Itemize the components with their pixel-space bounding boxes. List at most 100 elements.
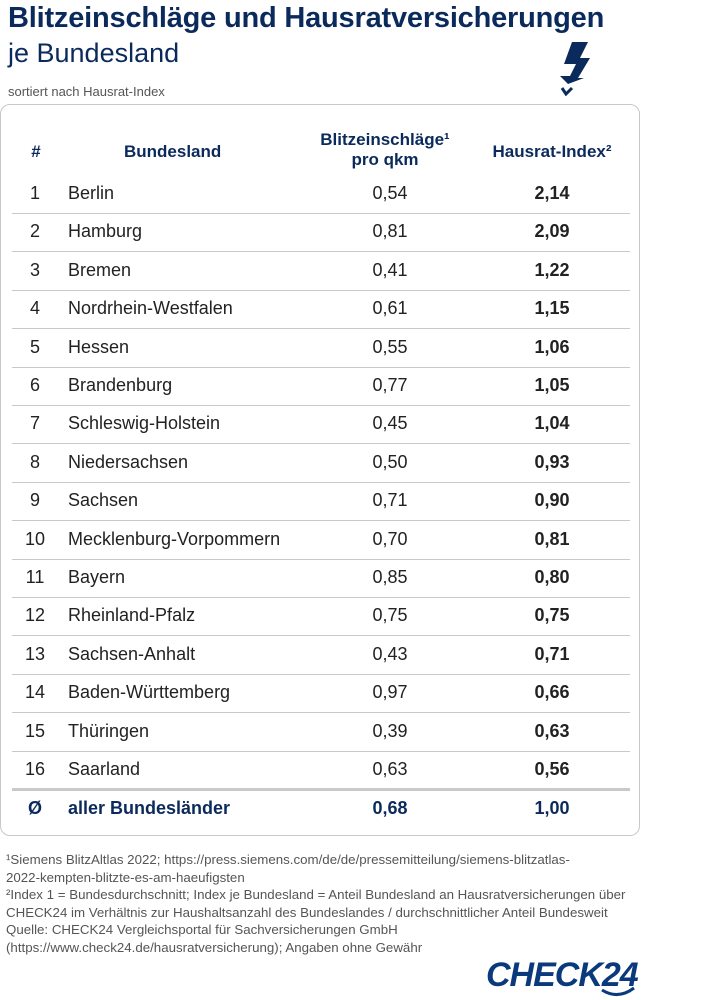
bundesland-cell: Niedersachsen (68, 451, 189, 472)
rank-cell: 5 (29, 336, 40, 357)
table-row: 8 Niedersachsen 0,50 0,93 (12, 444, 630, 483)
average-symbol: Ø (27, 798, 42, 818)
table-row: 12 Rheinland-Pfalz 0,75 0,75 (12, 597, 630, 637)
blitz-cell: 0,97 (372, 682, 408, 703)
blitz-cell: 0,85 (372, 567, 408, 587)
bundesland-cell: Saarland (68, 759, 141, 779)
blitz-cell: 0,50 (372, 451, 408, 472)
rank-cell: 7 (29, 413, 40, 434)
page-title: Blitzeinschläge und Hausratversicherunge… (8, 2, 605, 34)
table-row: 5 Hessen 0,55 1,06 (12, 329, 630, 368)
blitz-cell: 0,43 (372, 643, 408, 664)
hausrat-index-cell: 1,04 (534, 413, 570, 434)
hausrat-index-cell: 0,75 (534, 605, 570, 626)
rank-cell: 9 (29, 490, 40, 511)
hausrat-index-cell: 1,22 (534, 259, 570, 280)
table-row: 10 Mecklenburg-Vorpommern 0,70 0,81 (12, 521, 630, 560)
blitz-cell: 0,39 (372, 720, 408, 741)
rank-cell: 14 (24, 682, 46, 703)
bundesland-cell: Schleswig-Holstein (68, 413, 221, 434)
rank-cell: 6 (29, 375, 40, 395)
hausrat-index-cell: 0,81 (534, 528, 570, 549)
hausrat-index-cell: 0,66 (534, 682, 570, 703)
footnotes: ¹Siemens BlitzAltlas 2022; https://press… (6, 851, 646, 957)
rank-cell: 4 (29, 298, 40, 319)
header-blitz-line2: pro qkm (351, 150, 419, 169)
hausrat-index-cell: 0,90 (534, 490, 570, 511)
footnote-line: 2022-kempten-blitzte-es-am-haeufigsten (6, 869, 245, 885)
blitz-cell: 0,63 (372, 759, 408, 779)
table-row: 9 Sachsen 0,71 0,90 (12, 482, 630, 522)
header-bundesland: Bundesland (124, 142, 222, 161)
blitz-cell: 0,71 (372, 490, 408, 511)
bundesland-cell: Hessen (68, 336, 130, 357)
hausrat-index-cell: 0,93 (534, 451, 570, 472)
hausrat-index-cell: 0,63 (534, 720, 570, 741)
hausrat-index-cell: 1,05 (534, 375, 570, 395)
logo-swoosh-icon (601, 986, 635, 996)
blitz-cell: 0,70 (372, 528, 408, 549)
table-row: 14 Baden-Württemberg 0,97 0,66 (12, 674, 630, 714)
table-card (0, 104, 640, 836)
rank-cell: 12 (24, 605, 46, 626)
sort-note: sortiert nach Hausrat-Index (8, 84, 165, 99)
blitz-cell: 0,45 (372, 413, 408, 434)
hausrat-index-cell: 2,09 (534, 221, 570, 242)
blitz-cell: 0,54 (372, 183, 408, 203)
footnote-line: ¹Siemens BlitzAltlas 2022; https://press… (6, 852, 570, 867)
rank-cell: 3 (29, 259, 40, 280)
hausrat-index-cell: 1,06 (534, 336, 570, 357)
lightning-bolt-icon (560, 42, 590, 96)
rank-cell: 15 (24, 720, 46, 741)
blitz-cell: 0,41 (372, 259, 408, 280)
bundesland-cell: Brandenburg (68, 375, 173, 395)
footnote-line: ²Index 1 = Bundesdurchschnitt; Index je … (6, 887, 626, 903)
average-label: aller Bundesländer (68, 798, 231, 818)
table-row: 7 Schleswig-Holstein 0,45 1,04 (12, 405, 630, 445)
table-row: 2 Hamburg 0,81 2,09 (12, 213, 630, 253)
table-row: 15 Thüringen 0,39 0,63 (12, 713, 630, 752)
bundesland-cell: Bayern (68, 567, 126, 587)
footnote-line: (https://www.check24.de/hausratversicher… (6, 939, 423, 955)
bundesland-cell: Hamburg (68, 221, 143, 242)
rank-cell: 10 (24, 528, 46, 549)
blitz-cell: 0,61 (372, 298, 408, 319)
header-num: # (31, 142, 41, 161)
rank-cell: 16 (24, 759, 46, 779)
bundesland-cell: Bremen (68, 259, 132, 280)
hausrat-index-cell: 2,14 (534, 183, 570, 203)
page-subtitle: je Bundesland (8, 38, 180, 68)
rank-cell: 11 (25, 567, 45, 587)
bundesland-cell: Sachsen (68, 490, 139, 511)
footnote-line: CHECK24 im Verhältnis zur Haushaltsanzah… (6, 904, 608, 920)
header-hausrat-index: Hausrat-Index² (492, 142, 612, 161)
hausrat-index-cell: 0,71 (534, 643, 570, 664)
average-blitz: 0,68 (372, 798, 408, 818)
footnote-line: Quelle: CHECK24 Vergleichsportal für Sac… (6, 922, 398, 938)
rank-cell: 2 (29, 221, 40, 242)
bundesland-cell: Baden-Württemberg (68, 682, 231, 703)
rank-cell: 13 (24, 643, 46, 664)
bundesland-cell: Mecklenburg-Vorpommern (68, 528, 281, 549)
hausrat-index-cell: 0,80 (534, 567, 570, 587)
blitz-cell: 0,77 (372, 375, 408, 395)
average-index: 1,00 (534, 798, 570, 818)
bundesland-cell: Nordrhein-Westfalen (68, 298, 233, 319)
check24-logo: CHECK24 (486, 956, 639, 994)
average-divider (12, 788, 630, 791)
hausrat-index-cell: 1,15 (534, 298, 570, 319)
table-row: 1 Berlin 0,54 2,14 (12, 175, 630, 214)
blitz-cell: 0,81 (372, 221, 408, 242)
header-blitz-line1: Blitzeinschläge¹ (320, 130, 450, 149)
header-blitz: Blitzeinschläge¹ pro qkm (312, 130, 458, 170)
blitz-cell: 0,55 (372, 336, 408, 357)
table-row: 3 Bremen 0,41 1,22 (12, 252, 630, 291)
table-row: 16 Saarland 0,63 0,56 (12, 751, 630, 790)
average-row: Ø aller Bundesländer 0,68 1,00 (12, 790, 630, 828)
table-row: 13 Sachsen-Anhalt 0,43 0,71 (12, 636, 630, 675)
bundesland-cell: Thüringen (68, 720, 150, 741)
blitz-cell: 0,75 (372, 605, 408, 626)
table-row: 4 Nordrhein-Westfalen 0,61 1,15 (12, 290, 630, 330)
bundesland-cell: Rheinland-Pfalz (68, 605, 196, 626)
table-row: 6 Brandenburg 0,77 1,05 (12, 367, 630, 406)
